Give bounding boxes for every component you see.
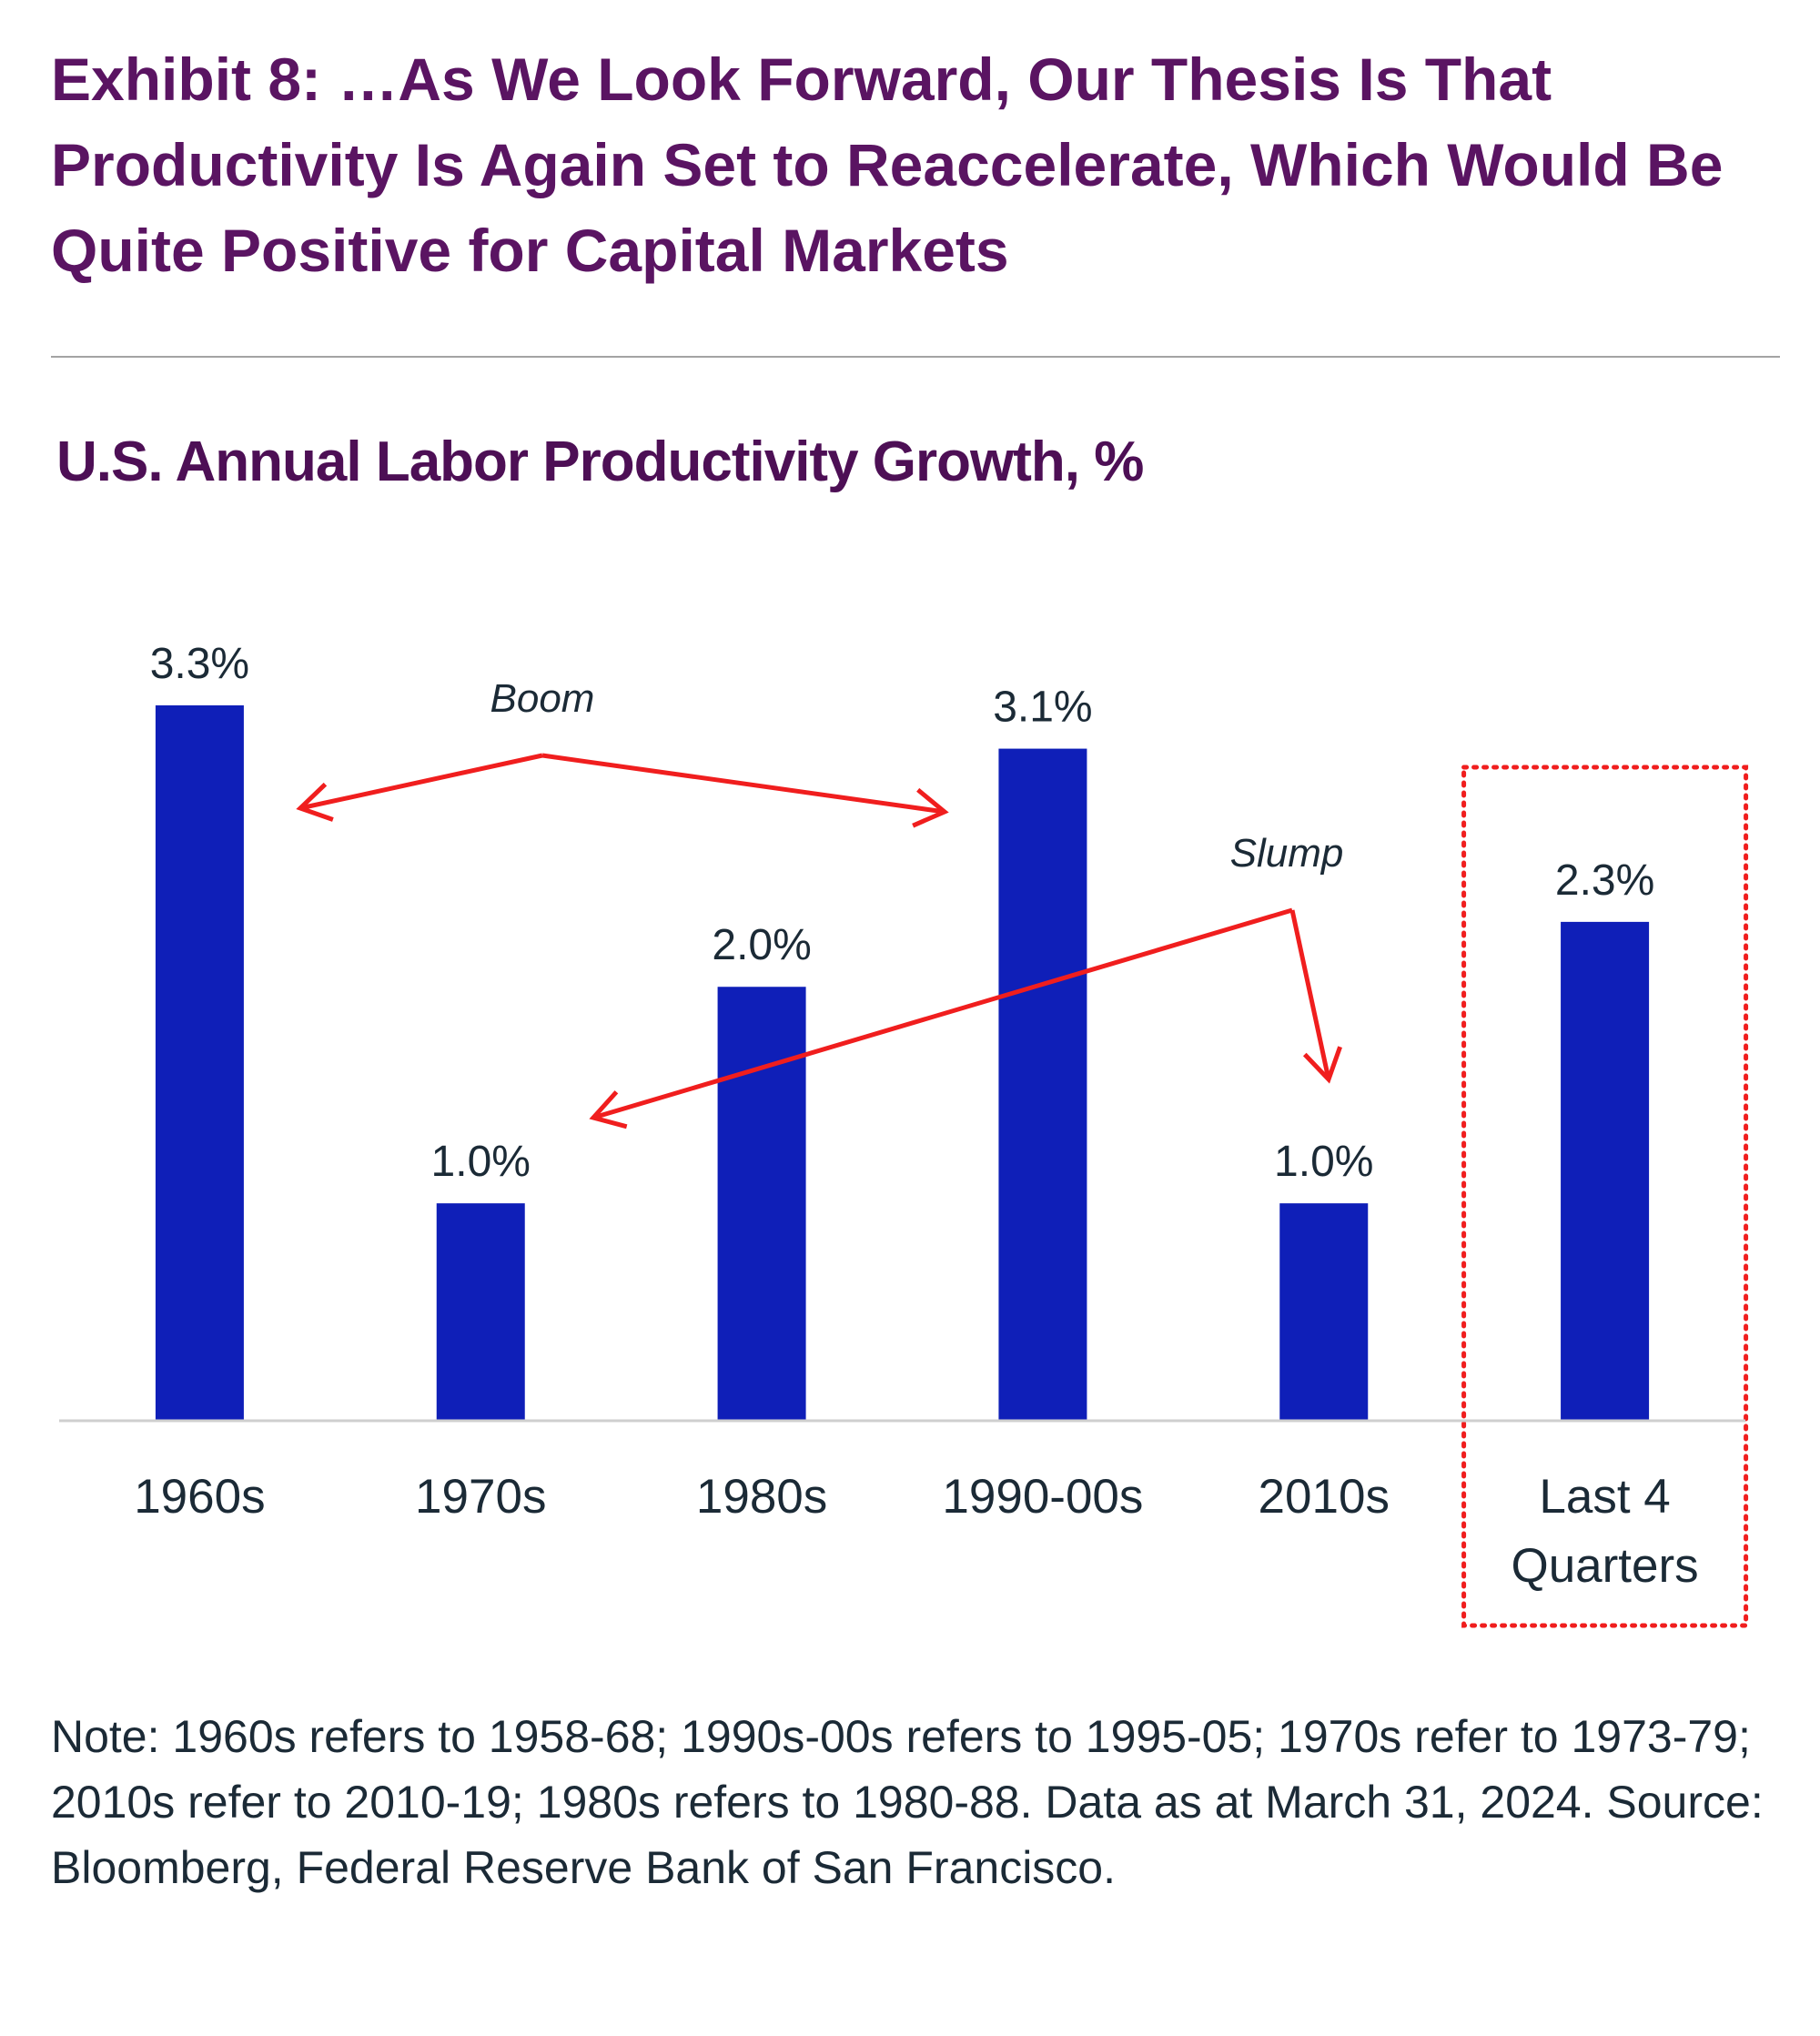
bar-1990-00s: [998, 748, 1087, 1420]
slump-arrowhead: [1302, 1046, 1342, 1084]
title-divider: [51, 356, 1780, 358]
boom-arrow-line: [541, 753, 945, 815]
boom-arrowhead: [296, 782, 334, 822]
boom-arrow-line: [299, 753, 543, 811]
data-label: 1.0%: [431, 1138, 531, 1186]
bar-1970s: [436, 1203, 525, 1420]
data-label: 2.0%: [712, 921, 811, 969]
x-tick-label: 1970s: [415, 1470, 546, 1524]
x-tick-label: 1990-00s: [942, 1470, 1143, 1524]
exhibit-headline: …As We Look Forward, Our Thesis Is That …: [51, 46, 1724, 284]
chart-title: U.S. Annual Labor Productivity Growth, %: [56, 430, 1144, 493]
highlight-box: [1461, 765, 1749, 1628]
data-label: 1.0%: [1274, 1138, 1373, 1186]
slump-arrowhead: [589, 1090, 628, 1129]
annotation-label: Slump: [1230, 831, 1344, 876]
x-tick-label: 1960s: [134, 1470, 265, 1524]
boom-arrowhead: [912, 787, 949, 828]
bar-2010s: [1279, 1203, 1369, 1420]
bar-last-4-quarters: [1561, 921, 1650, 1420]
chart-note: Note: 1960s refers to 1958-68; 1990s-00s…: [51, 1711, 1764, 1893]
x-tick-label: 2010s: [1259, 1470, 1390, 1524]
data-label: 3.3%: [150, 640, 249, 688]
x-tick-label: Quarters: [1511, 1539, 1698, 1593]
exhibit-label: Exhibit 8:: [51, 46, 322, 113]
bar-1960s: [155, 705, 244, 1420]
slump-arrow-line: [592, 907, 1293, 1120]
data-label: 2.3%: [1555, 856, 1654, 905]
annotation-label: Boom: [490, 676, 595, 721]
exhibit-title: Exhibit 8: …As We Look Forward, Our Thes…: [51, 36, 1780, 293]
bar-1980s: [717, 987, 806, 1420]
data-label: 3.1%: [993, 684, 1092, 732]
slump-arrow-line: [1289, 909, 1331, 1080]
x-tick-label: Last 4: [1539, 1470, 1670, 1524]
x-tick-label: 1980s: [696, 1470, 827, 1524]
